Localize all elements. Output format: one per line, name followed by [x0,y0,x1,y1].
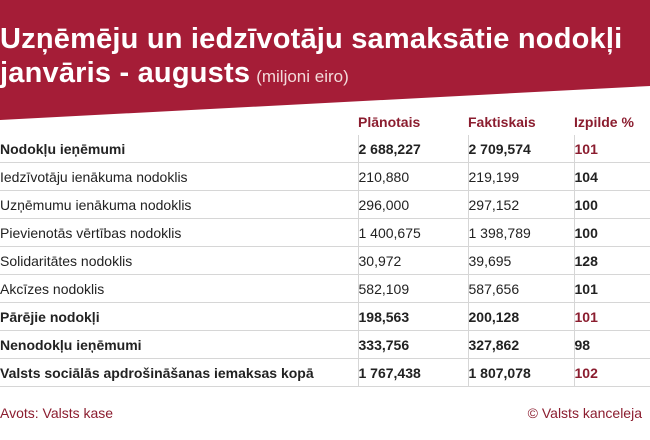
row-planned-cell: 1 767,438 [357,358,468,387]
row-actual-cell: 39,695 [467,246,574,275]
row-actual-cell: 1 398,789 [467,218,574,247]
table-row: Akcīzes nodoklis 582,109 587,656 101 [0,274,650,303]
row-percent-cell: 101 [573,302,650,331]
row-name-cell: Solidaritātes nodoklis [0,246,358,275]
table-row: Uzņēmumu ienākuma nodoklis 296,000 297,152… [0,190,650,219]
row-name-cell: Akcīzes nodoklis [0,274,358,303]
unit-label: (miljoni eiro) [256,67,349,86]
row-name-cell: Iedzīvotāju ienākuma nodoklis [0,162,358,191]
chart-title-line2: janvāris - augusts (miljoni eiro) [0,57,349,90]
row-name-cell: Valsts sociālās apdrošināšanas iemaksas … [0,358,358,387]
row-actual-cell: 219,199 [467,162,574,191]
row-planned-cell: 210,880 [357,162,468,191]
header-name [0,109,358,135]
table-row: Pārējie nodokļi 198,563 200,128 101 [0,302,650,331]
row-planned-cell: 582,109 [357,274,468,303]
row-actual-cell: 2 709,574 [467,135,574,163]
table-row: Nodokļu ieņēmumi 2 688,227 2 709,574 101 [0,135,650,163]
row-planned-cell: 2 688,227 [357,135,468,163]
row-actual-cell: 200,128 [467,302,574,331]
header-planned: Plānotais [358,114,421,130]
row-percent-cell: 100 [573,190,650,219]
row-actual-cell: 587,656 [467,274,574,303]
row-name-cell: Nodokļu ieņēmumi [0,135,358,163]
header-actual: Faktiskais [468,114,536,130]
table-row: Valsts sociālās apdrošināšanas iemaksas … [0,358,650,387]
row-planned-cell: 296,000 [357,190,468,219]
title-banner: Uzņēmēju un iedzīvotāju samaksātie nodok… [0,0,650,120]
tax-table: Plānotais Faktiskais Izpilde % Nodokļu i… [0,109,650,387]
row-planned-cell: 1 400,675 [357,218,468,247]
row-percent-cell: 98 [573,330,650,359]
row-name-cell: Pārējie nodokļi [0,302,358,331]
row-planned-cell: 333,756 [357,330,468,359]
row-name-cell: Uzņēmumu ienākuma nodoklis [0,190,358,219]
table-body: Nodokļu ieņēmumi 2 688,227 2 709,574 101 Ied… [0,135,650,387]
table-row: Pievienotās vērtības nodoklis 1 400,675 1 … [0,218,650,247]
source-note: Avots: Valsts kase [0,405,114,421]
row-planned-cell: 198,563 [357,302,468,331]
header-percent: Izpilde % [574,114,634,130]
row-percent-cell: 100 [573,218,650,247]
table-header-row: Plānotais Faktiskais Izpilde % [0,109,650,135]
row-percent-cell: 101 [573,135,650,163]
table-row: Nenodokļu ieņēmumi 333,756 327,862 98 [0,330,650,359]
row-actual-cell: 327,862 [467,330,574,359]
row-name-cell: Pievienotās vērtības nodoklis [0,218,358,247]
row-percent-cell: 104 [573,162,650,191]
row-planned-cell: 30,972 [357,246,468,275]
row-actual-cell: 1 807,078 [467,358,574,387]
row-percent-cell: 101 [573,274,650,303]
row-percent-cell: 102 [573,358,650,387]
chart-title-period: janvāris - augusts [0,57,251,89]
chart-title-line1: Uzņēmēju un iedzīvotāju samaksātie nodok… [0,23,623,55]
banner-shape [0,0,650,120]
row-name-cell: Nenodokļu ieņēmumi [0,330,358,359]
table-row: Iedzīvotāju ienākuma nodoklis 210,880 219,… [0,162,650,191]
credit-note: © Valsts kanceleja [527,405,642,421]
table-row: Solidaritātes nodoklis 30,972 39,695 128 [0,246,650,275]
row-percent-cell: 128 [573,246,650,275]
row-actual-cell: 297,152 [467,190,574,219]
